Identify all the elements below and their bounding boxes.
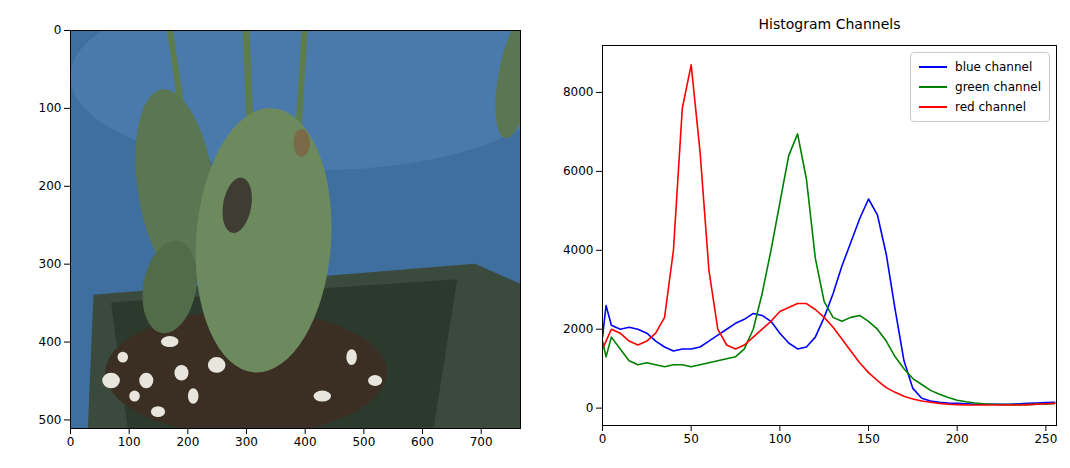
html-text:green channel: green channel	[955, 80, 1041, 94]
html-text:red channel: red channel	[955, 100, 1026, 114]
svg-text:200: 200	[946, 432, 969, 446]
svg-text:300: 300	[235, 435, 258, 449]
svg-text:6000: 6000	[563, 164, 594, 178]
svg-text:0: 0	[586, 401, 594, 415]
svg-text:100: 100	[39, 101, 62, 115]
svg-text:0: 0	[67, 435, 75, 449]
svg-text:Histogram Channels: Histogram Channels	[759, 16, 901, 32]
svg-text:4000: 4000	[563, 243, 594, 257]
svg-text:0: 0	[599, 432, 607, 446]
svg-text:250: 250	[1034, 432, 1057, 446]
svg-text:50: 50	[684, 432, 699, 446]
svg-text:500: 500	[352, 435, 375, 449]
svg-text:700: 700	[470, 435, 493, 449]
svg-text:300: 300	[39, 257, 62, 271]
svg-text:200: 200	[39, 179, 62, 193]
svg-text:2000: 2000	[563, 322, 594, 336]
svg-text:500: 500	[39, 413, 62, 427]
svg-text:0: 0	[54, 23, 62, 37]
svg-text:100: 100	[118, 435, 141, 449]
svg-text:100: 100	[768, 432, 791, 446]
svg-text:150: 150	[857, 432, 880, 446]
svg-text:200: 200	[176, 435, 199, 449]
svg-text:8000: 8000	[563, 85, 594, 99]
html-text:blue channel: blue channel	[955, 60, 1033, 74]
svg-text:600: 600	[411, 435, 434, 449]
svg-text:400: 400	[294, 435, 317, 449]
svg-text:400: 400	[39, 335, 62, 349]
